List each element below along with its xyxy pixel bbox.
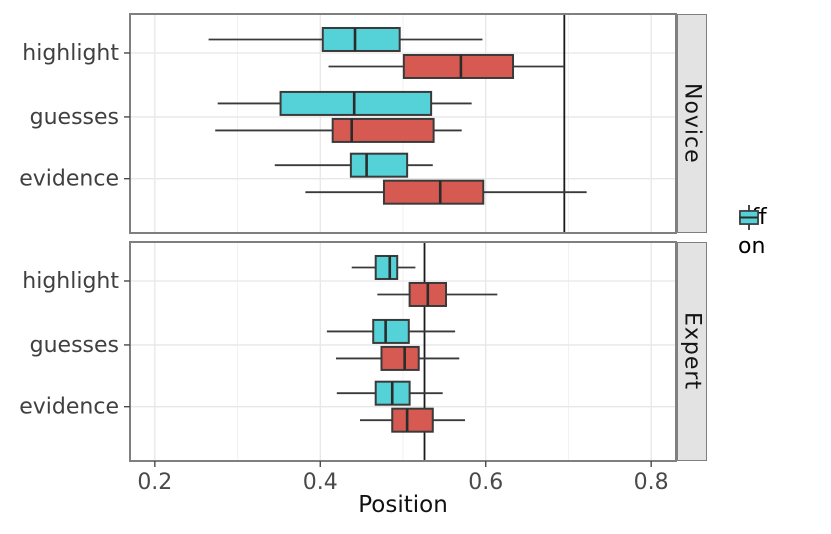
box-novice-highlight-on bbox=[321, 26, 401, 52]
box-expert-evidence-off bbox=[391, 407, 434, 433]
box-novice-evidence-on bbox=[349, 152, 409, 178]
x-tick-label-0.6: 0.6 bbox=[468, 470, 503, 495]
legend-item-on: on bbox=[738, 205, 767, 260]
y-tick-label-novice-guesses: guesses bbox=[30, 105, 119, 130]
box-novice-guesses-on bbox=[279, 90, 433, 116]
y-tick-label-expert-evidence: evidence bbox=[19, 395, 119, 420]
facet-strip-expert: Expert bbox=[677, 242, 707, 461]
facet-strip-expert-label: Expert bbox=[679, 312, 705, 391]
y-tick-label-expert-highlight: highlight bbox=[22, 269, 119, 294]
x-tick-label-0.8: 0.8 bbox=[634, 470, 669, 495]
boxplot-key-icon bbox=[739, 205, 759, 230]
box-expert-highlight-on bbox=[374, 254, 399, 280]
x-axis-title: Position bbox=[358, 492, 448, 518]
box-novice-highlight-off bbox=[402, 53, 515, 79]
facet-strip-novice-label: Novice bbox=[679, 83, 705, 164]
facet-strip-novice: Novice bbox=[677, 14, 707, 233]
y-tick-label-novice-highlight: highlight bbox=[22, 41, 119, 66]
panel-border-novice bbox=[129, 13, 677, 234]
x-tick-label-0.2: 0.2 bbox=[137, 470, 172, 495]
y-tick-label-expert-guesses: guesses bbox=[30, 333, 119, 358]
box-novice-guesses-off bbox=[331, 117, 435, 143]
x-tick-label-0.4: 0.4 bbox=[303, 470, 338, 495]
legend: off on bbox=[738, 204, 767, 260]
box-expert-guesses-on bbox=[372, 318, 410, 344]
box-expert-guesses-off bbox=[380, 345, 420, 371]
y-tick-label-novice-evidence: evidence bbox=[19, 167, 119, 192]
panel-border-expert bbox=[129, 241, 677, 462]
box-novice-evidence-off bbox=[382, 179, 485, 205]
legend-label-on: on bbox=[738, 234, 766, 259]
